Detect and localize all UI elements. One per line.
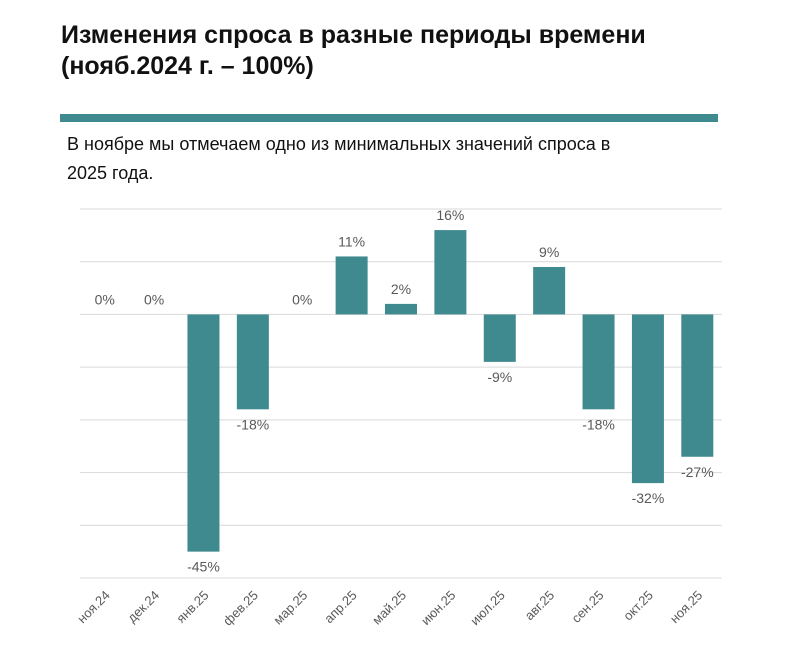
bar xyxy=(385,303,417,315)
x-tick-label: май.25 xyxy=(369,588,409,628)
x-tick-label: фев.25 xyxy=(220,588,261,629)
x-tick-label: апр.25 xyxy=(321,588,360,627)
data-label: 2% xyxy=(391,281,411,297)
data-label: 11% xyxy=(338,233,365,249)
bar xyxy=(533,266,566,315)
x-tick-label: авг.25 xyxy=(522,588,558,624)
x-tick-label: мар.25 xyxy=(270,588,310,628)
x-tick-label: ноя.25 xyxy=(667,588,706,627)
bar xyxy=(631,314,664,484)
data-label: -27% xyxy=(681,464,714,480)
x-tick-label: ноя.24 xyxy=(74,588,113,627)
data-label: -45% xyxy=(187,559,220,575)
bar xyxy=(236,314,269,410)
x-tick-label: июн.25 xyxy=(418,588,458,628)
data-label: -18% xyxy=(582,416,615,432)
x-tick-label: сен.25 xyxy=(568,588,606,626)
bar xyxy=(483,314,516,362)
data-label: 16% xyxy=(436,207,464,223)
x-tick-label: янв.25 xyxy=(173,588,211,626)
chart-title: Изменения спроса в разные периоды времен… xyxy=(61,21,646,80)
data-label: 0% xyxy=(292,291,312,307)
x-tick-label: дек.24 xyxy=(124,588,162,626)
data-label: 0% xyxy=(144,291,164,307)
bar xyxy=(582,314,615,410)
data-label: -9% xyxy=(487,369,512,385)
bar xyxy=(681,314,714,457)
bar xyxy=(434,230,467,315)
bar xyxy=(335,256,368,315)
data-label: 9% xyxy=(539,244,559,260)
x-tick-label: окт.25 xyxy=(620,588,656,624)
bar xyxy=(187,314,220,552)
data-label: -32% xyxy=(632,490,665,506)
chart-subtitle: В ноябре мы отмечаем одно из минимальных… xyxy=(67,134,611,183)
data-label: 0% xyxy=(95,291,115,307)
data-label: -18% xyxy=(237,416,270,432)
title-divider xyxy=(60,114,718,122)
x-tick-label: июл.25 xyxy=(467,588,508,629)
